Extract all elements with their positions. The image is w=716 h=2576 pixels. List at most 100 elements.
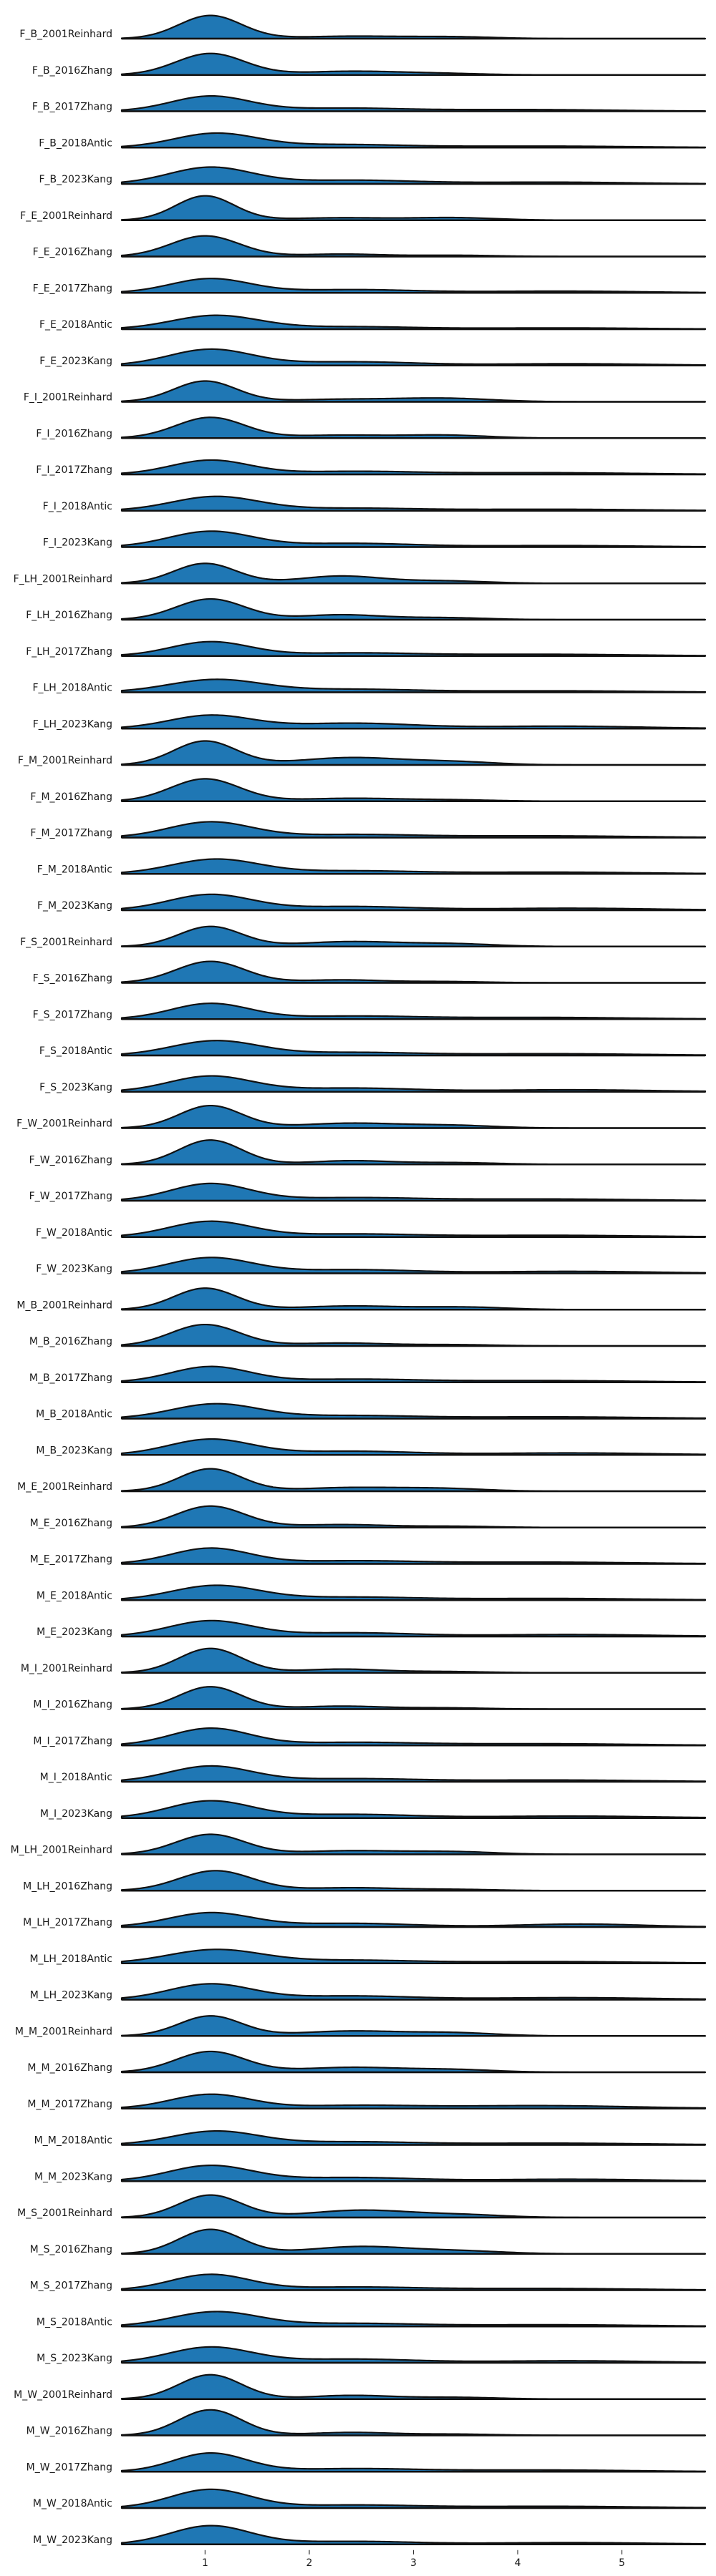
row-label: F_I_2016Zhang: [36, 428, 112, 439]
ridge-row: M_E_2018Antic: [37, 1584, 707, 1601]
row-label: M_I_2016Zhang: [33, 1699, 112, 1711]
ridge-row: M_E_2001Reinhard: [17, 1468, 707, 1493]
density-ridge: [120, 530, 707, 548]
density-ridge: [120, 95, 707, 112]
row-label: F_LH_2023Kang: [33, 718, 112, 730]
density-ridge: [120, 597, 707, 621]
row-label: M_E_2016Zhang: [30, 1518, 112, 1529]
density-ridge: [120, 459, 707, 476]
row-label: F_E_2018Antic: [39, 319, 112, 331]
density-ridge: [120, 1438, 707, 1456]
density-ridge: [120, 1075, 707, 1093]
density-ridge: [120, 314, 707, 331]
ridge-row: F_LH_2016Zhang: [26, 597, 707, 621]
ridge-row: M_E_2016Zhang: [30, 1505, 707, 1529]
row-label: F_E_2001Reinhard: [20, 210, 112, 222]
ridge-row: F_E_2001Reinhard: [20, 195, 707, 222]
ridge-row: F_M_2018Antic: [37, 858, 707, 875]
row-label: M_E_2023Kang: [37, 1626, 112, 1638]
ridge-row: F_W_2001Reinhard: [16, 1104, 707, 1130]
density-ridge: [120, 740, 707, 766]
ridge-row: F_M_2017Zhang: [30, 821, 707, 839]
row-label: M_LH_2017Zhang: [23, 1917, 112, 1928]
row-label: M_I_2018Antic: [40, 1772, 112, 1783]
ridge-row: F_B_2016Zhang: [32, 52, 707, 77]
ridge-row: M_W_2016Zhang: [26, 2409, 707, 2437]
density-ridge: [120, 1468, 707, 1493]
x-tick-label: 5: [619, 2557, 625, 2569]
density-ridge: [120, 278, 707, 294]
ridge-row: M_B_2018Antic: [36, 1402, 707, 1420]
density-ridge: [120, 1402, 707, 1420]
row-label: M_W_2017Zhang: [26, 2462, 112, 2473]
row-label: F_W_2016Zhang: [29, 1154, 112, 1166]
density-ridge: [120, 235, 707, 258]
row-label: F_M_2017Zhang: [30, 828, 112, 839]
row-label: F_W_2023Kang: [36, 1264, 112, 1275]
ridge-row: M_LH_2017Zhang: [23, 1911, 707, 1928]
row-label: M_M_2018Antic: [34, 2135, 112, 2147]
density-ridge: [120, 495, 707, 512]
ridge-row: F_I_2023Kang: [43, 530, 707, 549]
density-ridge: [120, 778, 707, 802]
row-label: F_E_2017Zhang: [33, 283, 112, 294]
ridge-row: M_W_2001Reinhard: [14, 2373, 707, 2401]
density-ridge: [120, 1833, 707, 1855]
density-ridge: [120, 1765, 707, 1783]
ridge-row: M_W_2017Zhang: [26, 2451, 707, 2473]
row-label: F_S_2001Reinhard: [20, 937, 112, 948]
density-ridge: [120, 2524, 707, 2545]
row-label: F_S_2018Antic: [39, 1045, 112, 1057]
density-ridge: [120, 195, 707, 221]
density-ridge: [120, 2273, 707, 2291]
x-tick-label: 2: [306, 2557, 313, 2569]
density-ridge: [120, 2093, 707, 2109]
row-label: F_LH_2001Reinhard: [14, 573, 112, 585]
density-ridge: [120, 2451, 707, 2473]
ridge-row: M_S_2018Antic: [37, 2311, 707, 2328]
density-ridge: [120, 2164, 707, 2182]
density-ridge: [120, 2129, 707, 2146]
density-ridge: [120, 1287, 707, 1311]
ridge-row: M_S_2023Kang: [37, 2346, 707, 2364]
density-ridge: [120, 1800, 707, 1819]
density-ridge: [120, 2346, 707, 2364]
density-ridge: [120, 2488, 707, 2509]
ridge-row: M_M_2001Reinhard: [15, 2015, 707, 2037]
density-ridge: [120, 1983, 707, 2001]
density-ridge: [120, 678, 707, 693]
ridge-row: F_S_2001Reinhard: [20, 925, 707, 948]
row-label: M_I_2001Reinhard: [21, 1663, 112, 1674]
density-ridge: [120, 1505, 707, 1528]
row-label: F_I_2018Antic: [43, 501, 112, 512]
density-ridge: [120, 2194, 707, 2219]
ridge-row: F_E_2016Zhang: [33, 235, 707, 258]
ridge-row: M_LH_2023Kang: [30, 1983, 707, 2001]
row-label: M_E_2018Antic: [37, 1590, 112, 1601]
row-label: M_S_2023Kang: [37, 2353, 112, 2364]
ridge-row: F_E_2023Kang: [39, 348, 707, 367]
density-ridge: [120, 1647, 707, 1674]
density-ridge: [120, 2311, 707, 2328]
density-ridge: [120, 858, 707, 875]
row-label: F_S_2023Kang: [39, 1082, 112, 1093]
ridge-row: F_E_2017Zhang: [33, 278, 707, 294]
ridge-row: M_M_2023Kang: [34, 2164, 707, 2182]
ridge-row: F_E_2018Antic: [39, 314, 707, 331]
density-ridge: [120, 166, 707, 185]
ridge-row: M_I_2018Antic: [40, 1765, 707, 1783]
row-label: M_I_2023Kang: [40, 1808, 112, 1820]
row-label: M_B_2001Reinhard: [16, 1299, 112, 1311]
ridges-layer: F_B_2001Reinhard F_B_2016Zhang F_B_2017Zha…: [11, 14, 707, 2546]
density-ridge: [120, 1040, 707, 1057]
density-ridge: [120, 1182, 707, 1202]
row-label: M_I_2017Zhang: [33, 1735, 112, 1747]
row-label: F_B_2016Zhang: [32, 65, 112, 77]
row-label: F_M_2001Reinhard: [18, 755, 112, 766]
density-ridge: [120, 2015, 707, 2037]
density-ridge: [120, 960, 707, 984]
density-ridge: [120, 1104, 707, 1129]
x-tick-label: 4: [515, 2557, 521, 2569]
row-label: M_LH_2016Zhang: [23, 1880, 112, 1892]
row-label: F_LH_2016Zhang: [26, 610, 112, 621]
